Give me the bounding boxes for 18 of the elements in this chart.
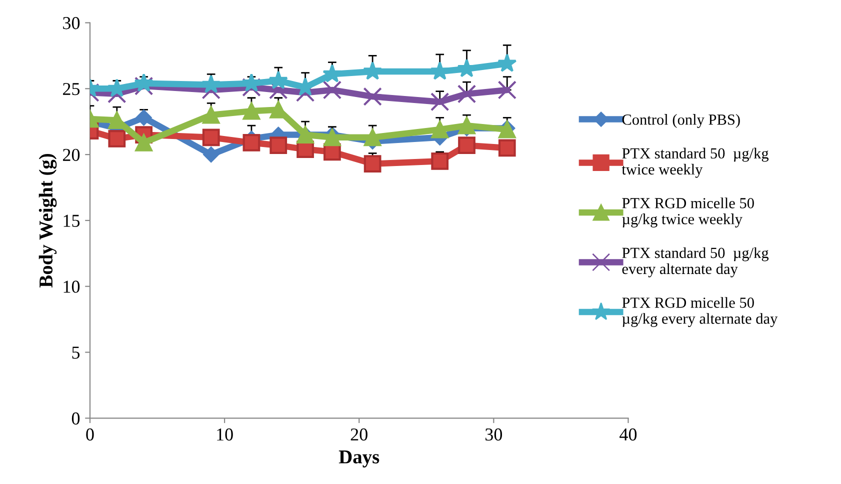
y-tick-label: 20 (63, 148, 80, 161)
x-tick-label: 10 (217, 428, 233, 441)
x-axis-title: Days (338, 450, 380, 468)
x-tick-label: 20 (350, 428, 368, 441)
y-tick-label: 25 (63, 82, 80, 96)
legend-label: PTX RGD micelle 50 µg/kg every alternate day (622, 297, 778, 327)
x-tick-label: 30 (486, 428, 502, 441)
x-tick-label: 40 (620, 428, 637, 441)
y-tick-label: 5 (72, 346, 80, 359)
y-axis-title: Body Weight (g) (38, 154, 57, 288)
legend-label: PTX RGD micelle 50 µg/kg twice weekly (622, 198, 754, 228)
y-tick-label: 0 (72, 412, 80, 425)
y-tick-label: 10 (64, 280, 80, 293)
y-tick-label: 30 (63, 17, 80, 30)
x-tick-label: 0 (86, 428, 94, 441)
y-tick-label: 15 (64, 214, 80, 227)
legend-label: PTX standard 50 µg/kg twice weekly (622, 148, 769, 178)
legend-label: PTX standard 50 µg/kg every alternate day (622, 247, 769, 278)
